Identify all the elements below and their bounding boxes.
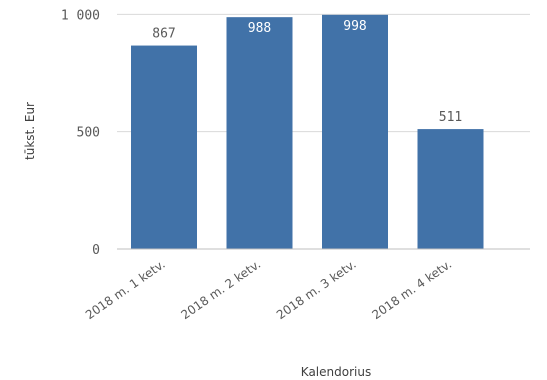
data-label: 867 bbox=[152, 27, 175, 42]
y-tick-label: 0 bbox=[92, 243, 100, 258]
y-tick-label: 1 000 bbox=[61, 8, 100, 23]
x-tick-label: 2018 m. 2 ketv. bbox=[178, 257, 263, 322]
bar bbox=[322, 14, 388, 249]
bar bbox=[226, 17, 293, 249]
x-tick-label: 2018 m. 1 ketv. bbox=[83, 257, 168, 322]
x-axis-title: Kalendorius bbox=[301, 365, 371, 379]
y-axis-title: tūkst. Eur bbox=[23, 102, 37, 160]
y-axis-ticks: 0 500 1 000 bbox=[61, 8, 100, 258]
bars bbox=[131, 14, 484, 249]
y-tick-label: 500 bbox=[77, 126, 100, 141]
data-label: 998 bbox=[343, 19, 366, 34]
x-tick-label: 2018 m. 3 ketv. bbox=[274, 257, 359, 322]
data-label: 988 bbox=[248, 21, 271, 36]
x-tick-label: 2018 m. 4 ketv. bbox=[369, 257, 454, 322]
data-labels: 867 988 998 511 bbox=[152, 19, 462, 125]
data-label: 511 bbox=[439, 110, 462, 125]
bar bbox=[417, 129, 484, 249]
bar bbox=[131, 45, 197, 249]
x-axis-ticks: 2018 m. 1 ketv. 2018 m. 2 ketv. 2018 m. 3 … bbox=[83, 257, 454, 322]
